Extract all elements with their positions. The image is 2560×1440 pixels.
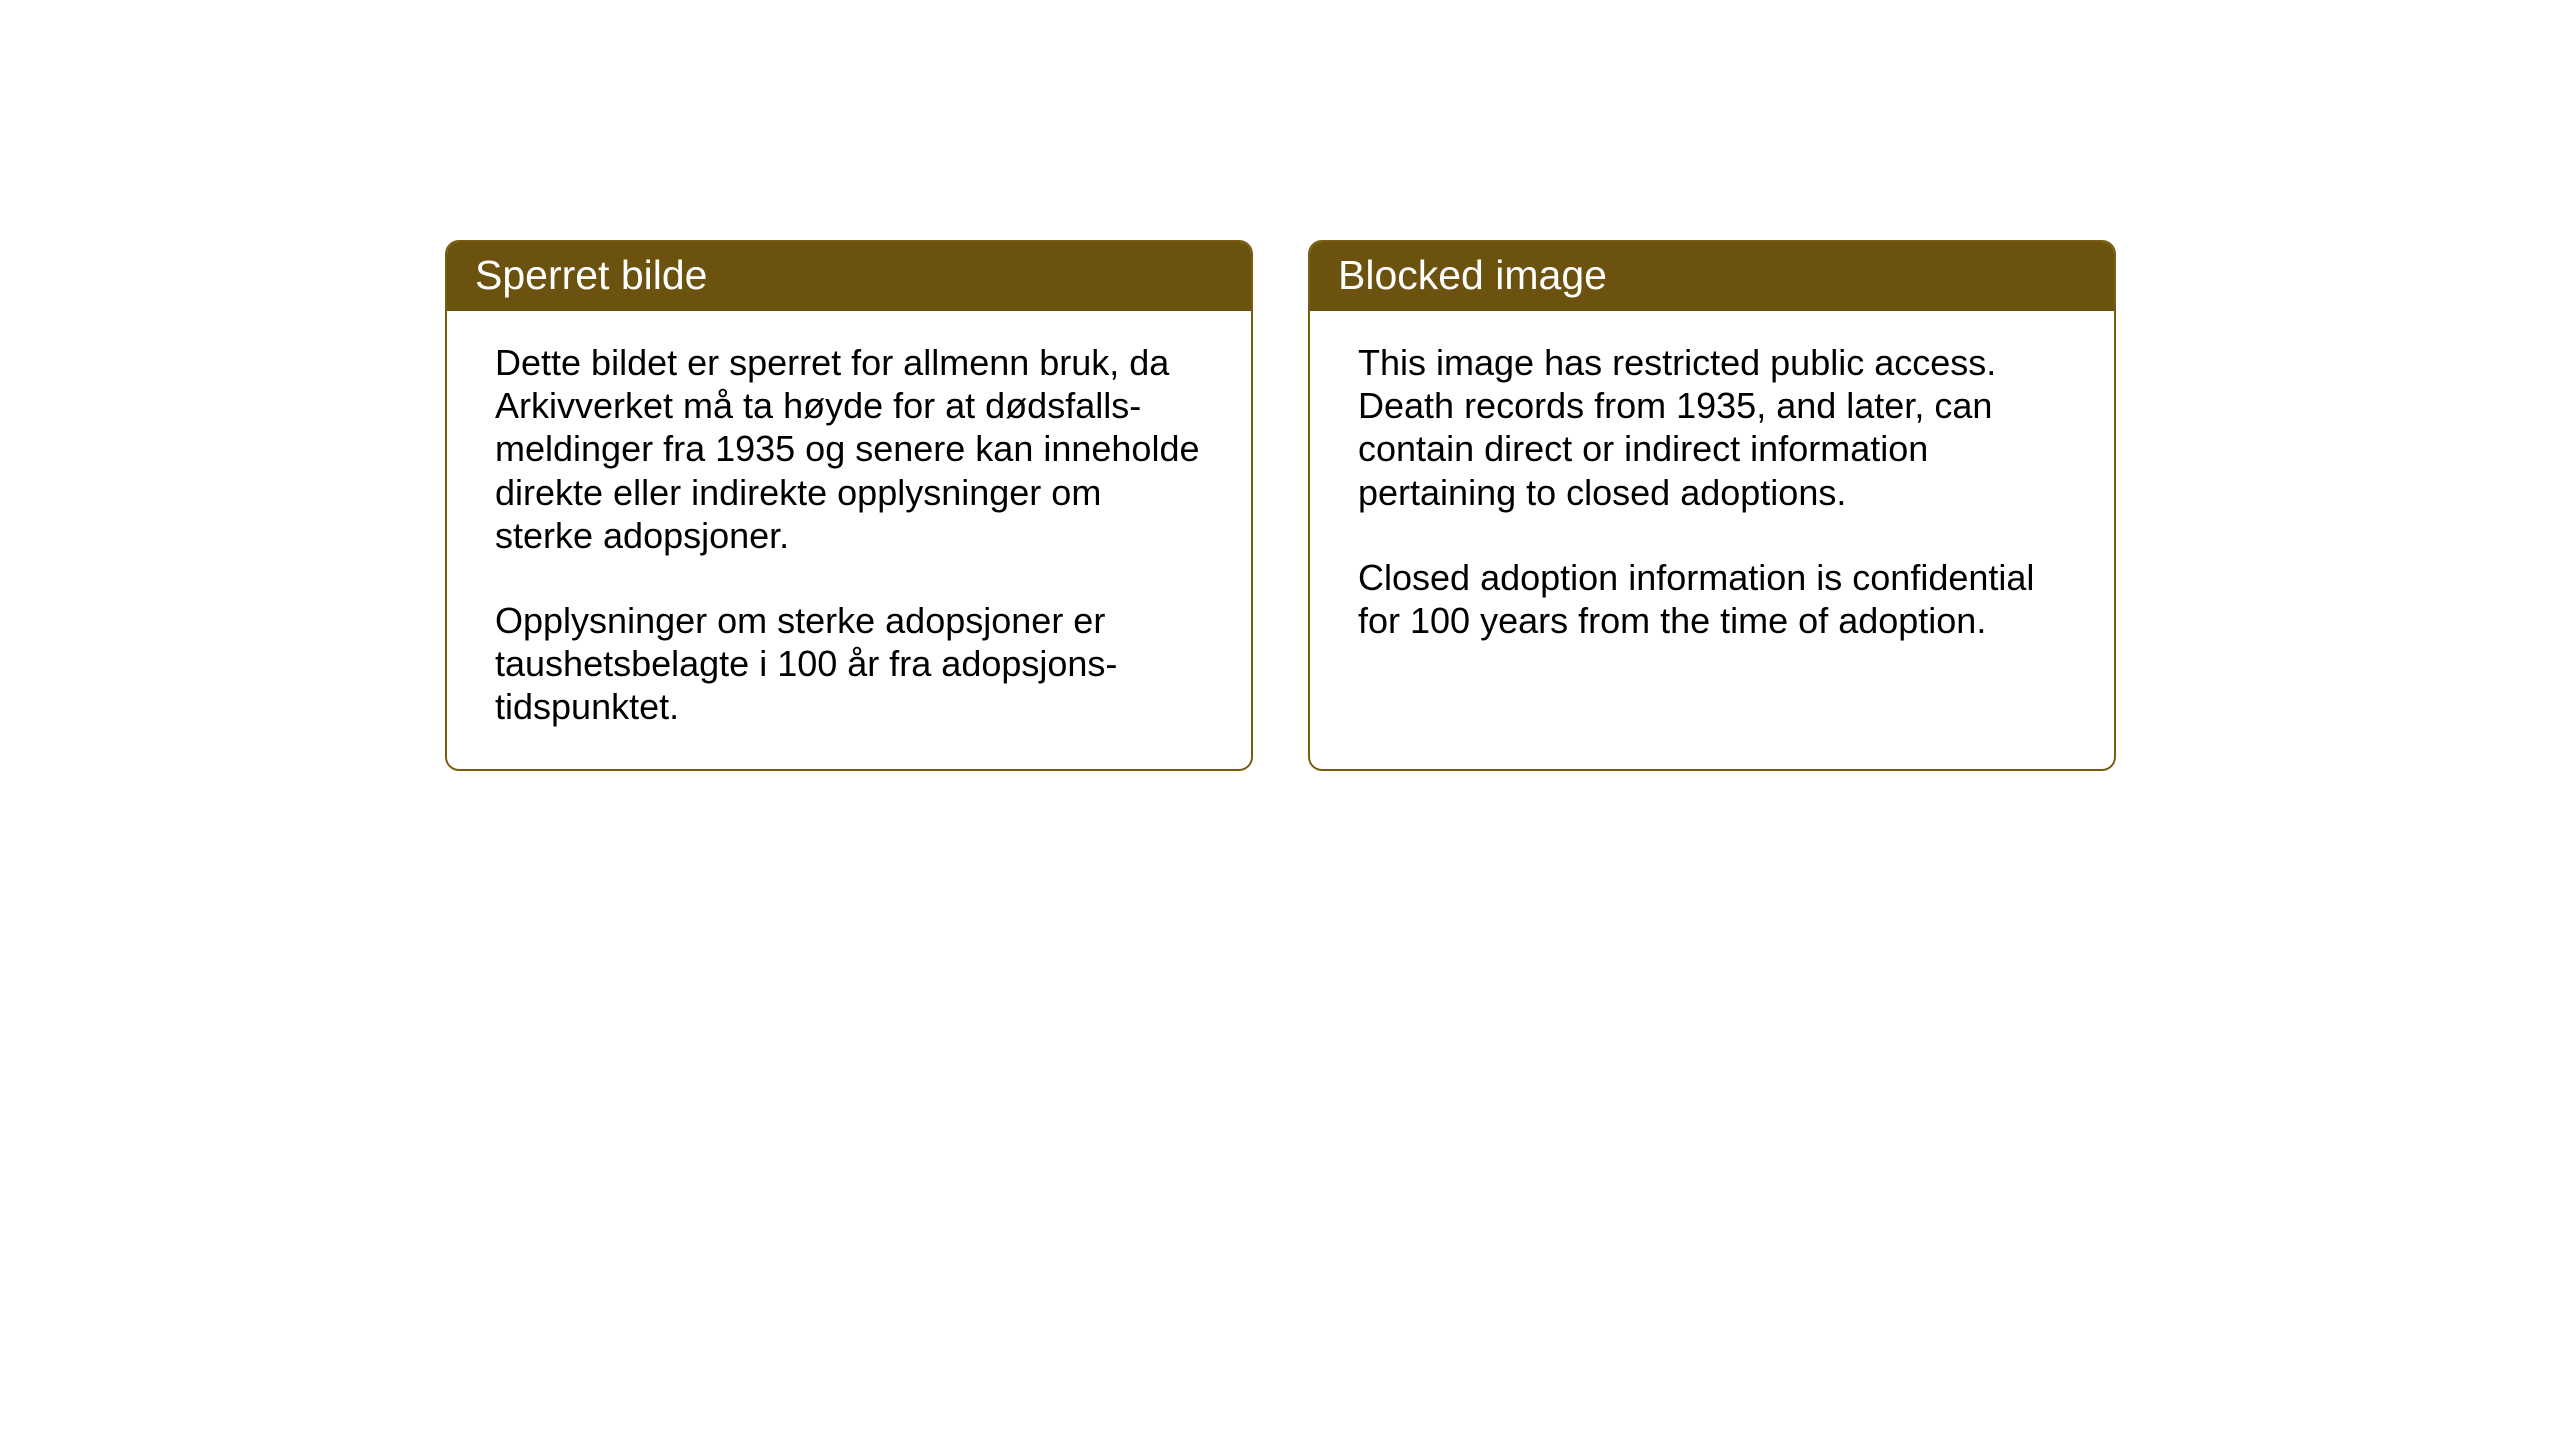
card-header-norwegian: Sperret bilde [447,242,1251,311]
card-body-english: This image has restricted public access.… [1310,311,2114,761]
card-body-norwegian: Dette bildet er sperret for allmenn bruk… [447,311,1251,769]
cards-container: Sperret bilde Dette bildet er sperret fo… [445,240,2116,771]
card-paragraph-2-norwegian: Opplysninger om sterke adopsjoner er tau… [495,599,1207,729]
card-norwegian: Sperret bilde Dette bildet er sperret fo… [445,240,1253,771]
card-paragraph-1-norwegian: Dette bildet er sperret for allmenn bruk… [495,341,1207,557]
card-english: Blocked image This image has restricted … [1308,240,2116,771]
card-paragraph-2-english: Closed adoption information is confident… [1358,556,2070,642]
card-header-english: Blocked image [1310,242,2114,311]
card-paragraph-1-english: This image has restricted public access.… [1358,341,2070,514]
